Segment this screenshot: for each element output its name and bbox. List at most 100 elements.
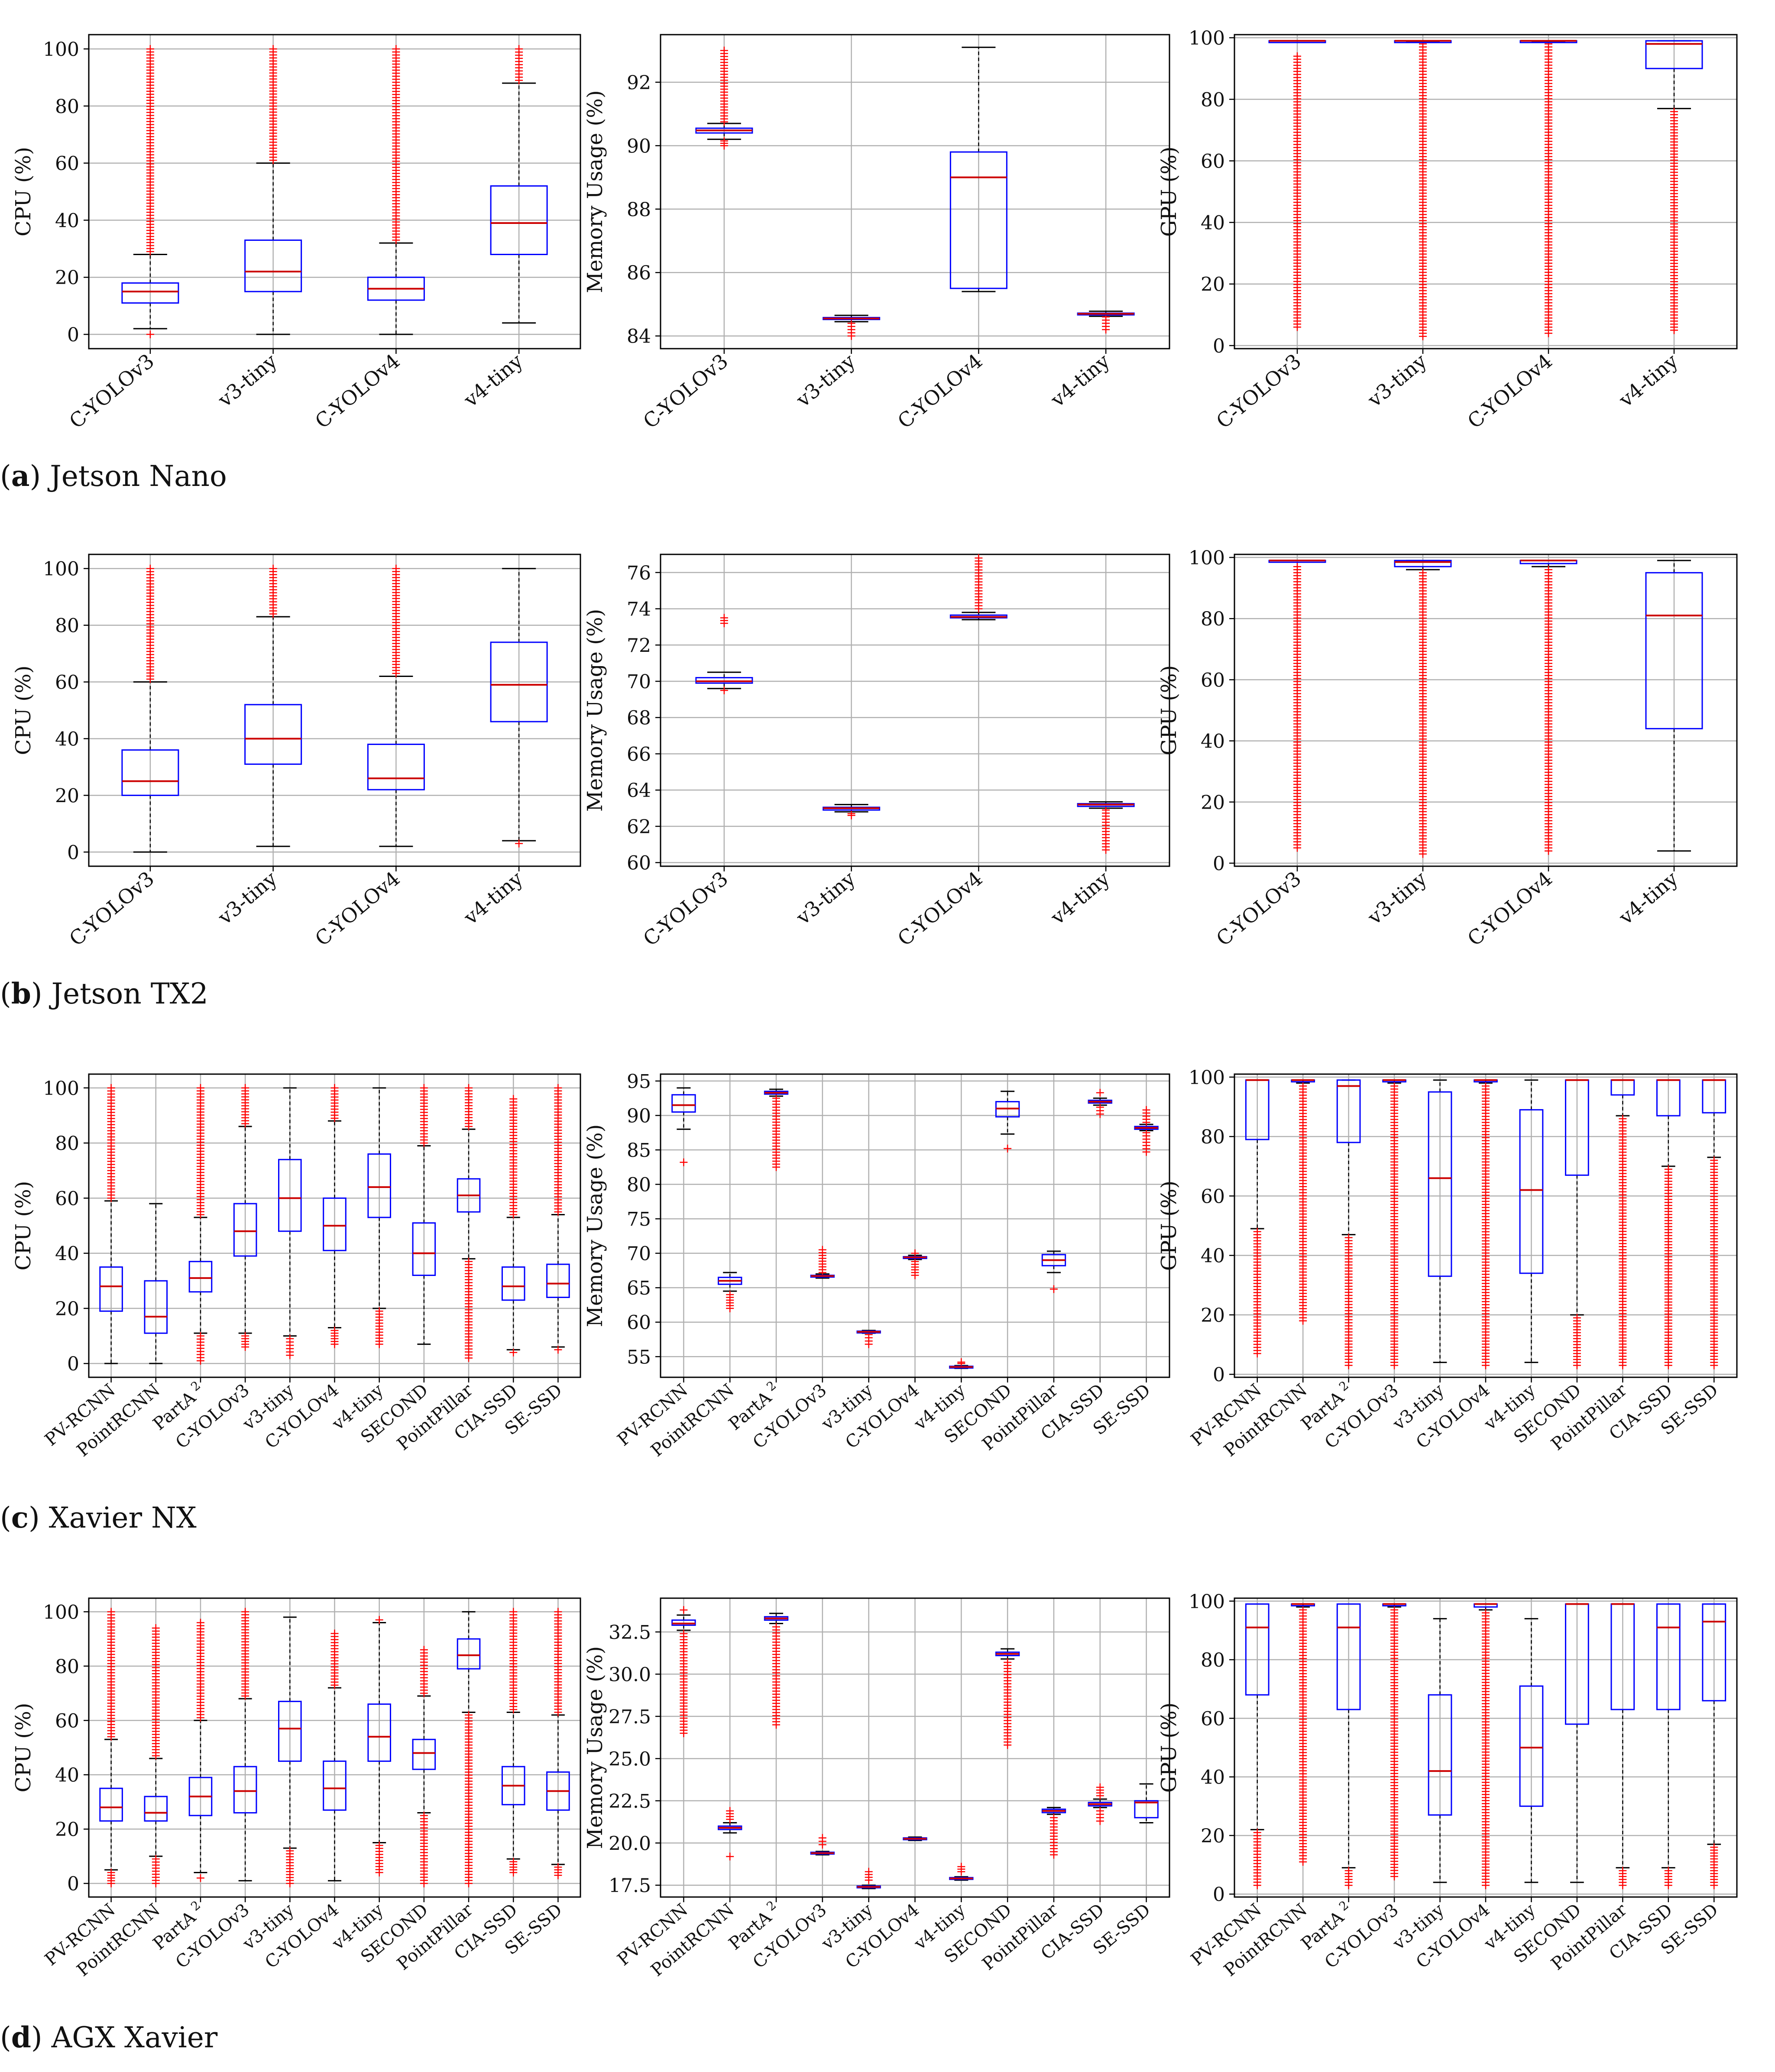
y-tick-label: 0 xyxy=(67,842,79,864)
fliers xyxy=(1253,1829,1261,1889)
y-tick-label: 60 xyxy=(627,852,651,874)
y-tick-label: 40 xyxy=(55,728,79,750)
fliers xyxy=(286,1847,294,1887)
fliers xyxy=(1619,1867,1627,1889)
plot-frame xyxy=(660,34,1170,350)
y-tick-label: 0 xyxy=(1213,853,1225,875)
y-tick-label: 80 xyxy=(1201,89,1225,111)
iqr-box xyxy=(188,1261,213,1293)
y-tick-label: 100 xyxy=(43,39,79,61)
iqr-box xyxy=(1519,1109,1544,1274)
x-tick-label: C-YOLOv4 xyxy=(1463,867,1557,951)
fliers xyxy=(1710,1843,1718,1889)
y-tick-label: 100 xyxy=(43,1601,79,1623)
iqr-box xyxy=(1519,1685,1544,1807)
iqr-box xyxy=(1428,1694,1452,1816)
box-c-yolov4 xyxy=(367,45,425,335)
y-tick-label: 65 xyxy=(627,1277,651,1299)
fliers xyxy=(1096,1088,1104,1097)
fliers xyxy=(554,1608,562,1716)
fliers xyxy=(957,1862,965,1876)
fliers xyxy=(1670,107,1678,334)
y-tick-label: 27.5 xyxy=(609,1706,651,1728)
iqr-box xyxy=(1656,1603,1681,1710)
fliers xyxy=(772,1094,781,1171)
y-tick-label: 40 xyxy=(55,1764,79,1787)
y-tick-label: 20 xyxy=(1201,792,1225,814)
box-v4-tiny xyxy=(1519,1079,1544,1363)
box-second xyxy=(995,1091,1020,1153)
y-axis-label: GPU (%) xyxy=(1157,1703,1181,1793)
fliers xyxy=(152,1624,160,1760)
box-c-yolov3 xyxy=(695,614,753,694)
box-c-yolov4 xyxy=(367,564,425,847)
fliers xyxy=(375,1307,383,1348)
y-tick-label: 66 xyxy=(627,743,651,765)
y-tick-label: 60 xyxy=(1201,1185,1225,1208)
fliers xyxy=(1299,1082,1307,1325)
fliers xyxy=(726,1291,734,1312)
fliers xyxy=(1482,1609,1490,1889)
iqr-box xyxy=(233,1203,257,1257)
x-tick-label: v4-tiny xyxy=(1614,349,1682,412)
caption-c: (c) Xavier NX xyxy=(0,1501,197,1535)
y-tick-label: 20 xyxy=(1201,274,1225,296)
box-pointpillar xyxy=(1610,1603,1635,1889)
y-tick-label: 86 xyxy=(627,262,651,284)
y-tick-label: 75 xyxy=(627,1208,651,1230)
chart-5: 0 20 40 60 80 100 GPU (%) C-YOLOv3 v3-tiny C-YOLO… xyxy=(1157,547,1738,951)
box-pointrcnn xyxy=(718,1272,742,1312)
y-tick-label: 68 xyxy=(627,707,651,729)
x-tick-label: C-YOLOv4 xyxy=(311,349,404,433)
y-tick-label: 0 xyxy=(1213,1364,1225,1386)
fliers xyxy=(1293,563,1301,852)
y-tick-label: 40 xyxy=(55,210,79,232)
y-tick-label: 20 xyxy=(1201,1305,1225,1327)
fliers xyxy=(1390,1606,1399,1881)
fliers xyxy=(1004,1658,1012,1749)
fliers xyxy=(865,1868,873,1884)
y-tick-label: 20 xyxy=(55,1298,79,1320)
iqr-box xyxy=(367,1153,391,1218)
fliers xyxy=(107,1868,115,1887)
y-tick-label: 62 xyxy=(627,816,651,838)
fliers xyxy=(847,319,855,340)
box-v4-tiny xyxy=(1077,801,1135,854)
x-tick-label: v3-tiny xyxy=(1363,867,1431,929)
box-second xyxy=(1565,1079,1589,1369)
box-pointrcnn xyxy=(1291,1603,1315,1866)
fliers xyxy=(726,1852,734,1861)
iqr-box xyxy=(695,677,753,684)
fliers xyxy=(720,686,728,694)
iqr-box xyxy=(233,1766,257,1814)
y-tick-label: 80 xyxy=(627,1174,651,1196)
box-v4-tiny xyxy=(949,1358,974,1369)
iqr-box xyxy=(144,1796,168,1822)
box-cia-ssd xyxy=(1656,1079,1681,1369)
fliers xyxy=(720,46,728,126)
fliers xyxy=(1096,1103,1104,1118)
box-pointpillar xyxy=(1610,1079,1635,1369)
box-parta-2 xyxy=(1336,1079,1361,1369)
box-v3-tiny xyxy=(244,564,302,847)
y-tick-label: 70 xyxy=(627,1243,651,1265)
fliers xyxy=(680,1158,688,1166)
iqr-box xyxy=(1645,40,1703,69)
y-tick-label: 64 xyxy=(627,780,651,802)
box-v3-tiny xyxy=(823,314,881,340)
plot-frame xyxy=(1234,34,1738,350)
y-tick-label: 60 xyxy=(55,1188,79,1210)
y-axis-label: Memory Usage (%) xyxy=(583,609,607,812)
box-c-yolov3 xyxy=(1268,560,1326,852)
fliers xyxy=(720,137,728,150)
fliers xyxy=(196,1332,204,1365)
x-tick-label: v3-tiny xyxy=(791,349,860,412)
y-tick-label: 95 xyxy=(627,1071,651,1093)
box-c-yolov3 xyxy=(233,1084,257,1351)
box-v3-tiny xyxy=(278,1616,302,1887)
x-tick-label: v3-tiny xyxy=(791,867,860,929)
caption-a: (a) Jetson Nano xyxy=(0,459,227,493)
